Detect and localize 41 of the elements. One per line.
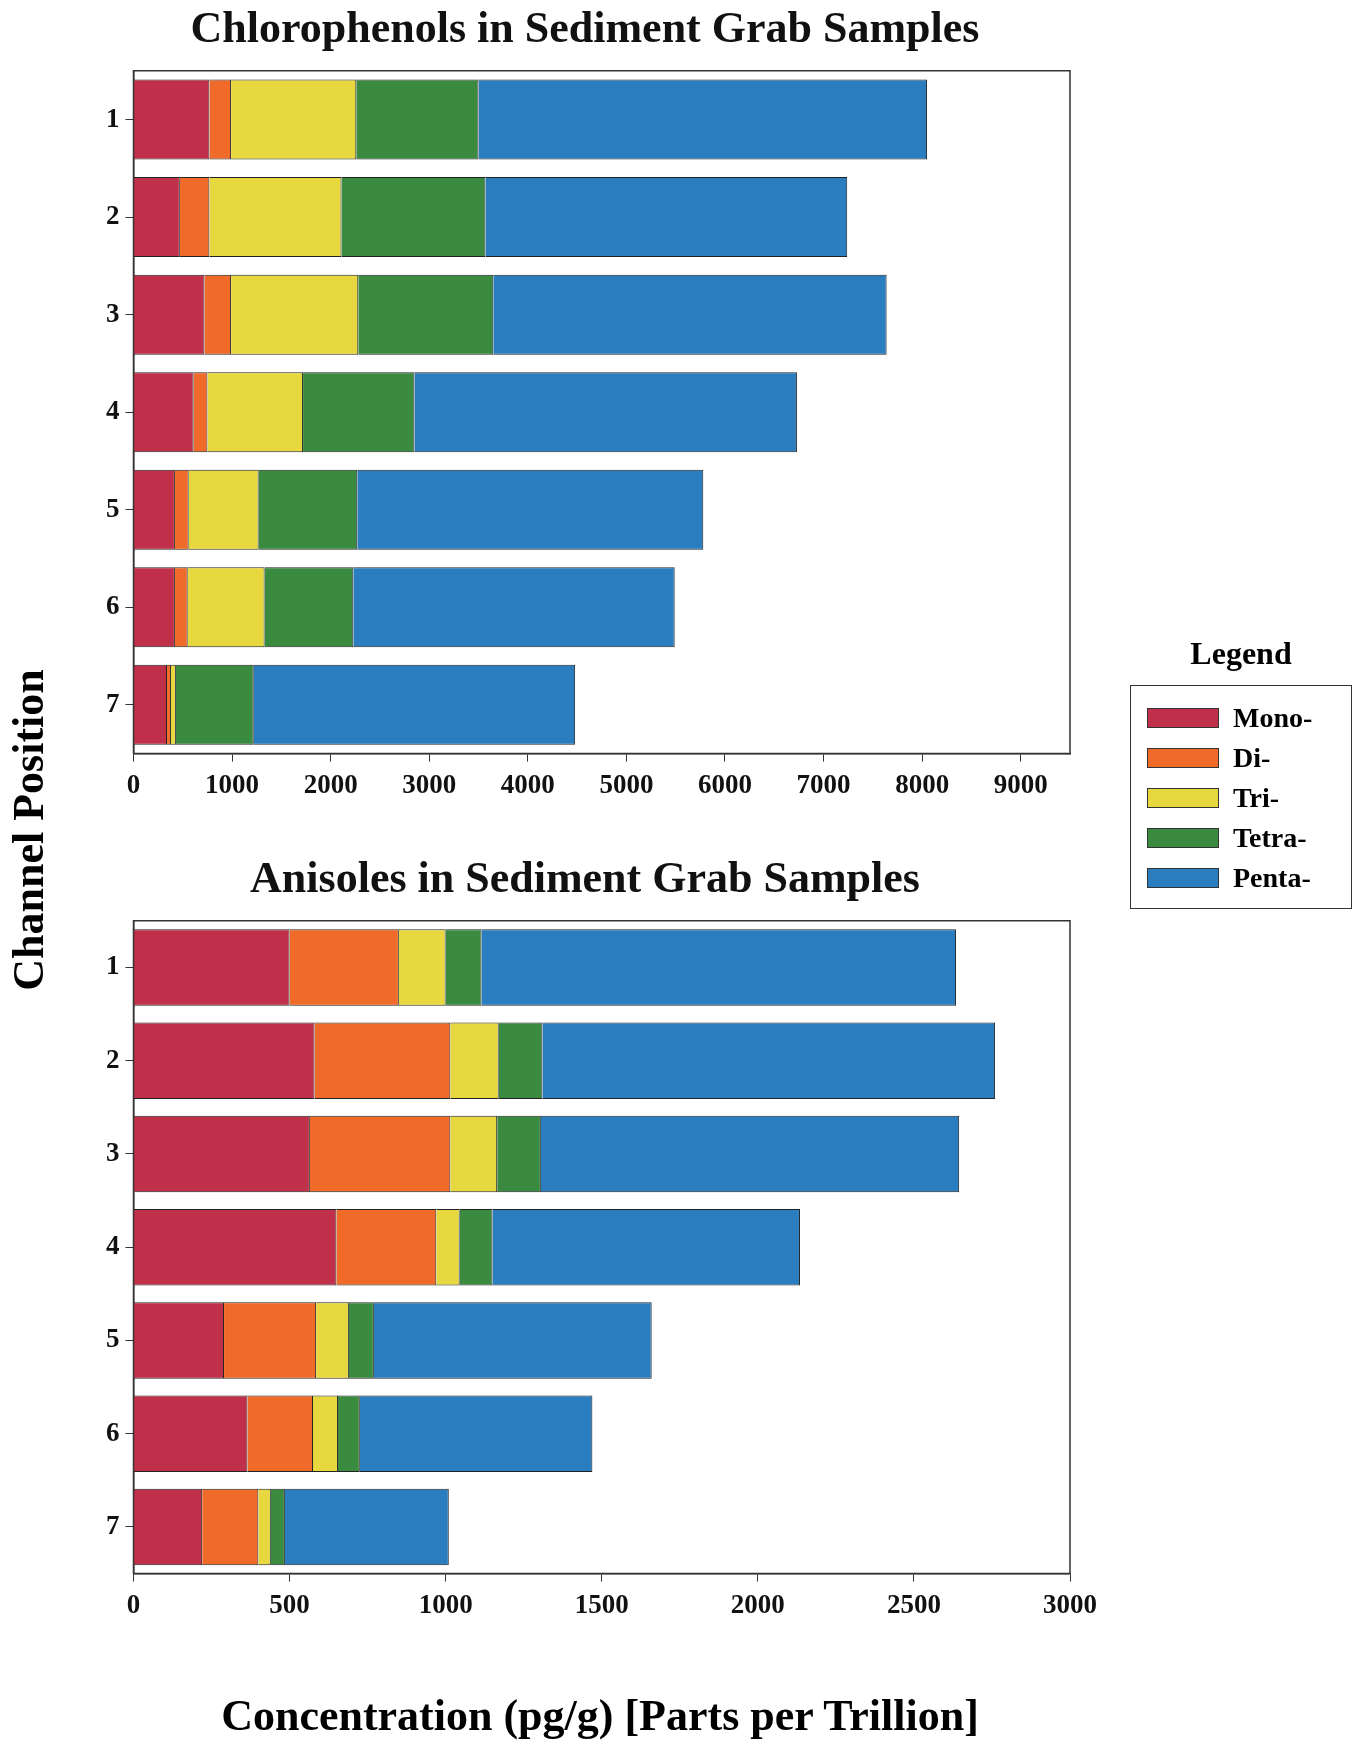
x-axis-title: Concentration (pg/g) [Parts per Trillion]	[220, 1690, 980, 1741]
legend-label: Mono-	[1233, 702, 1313, 734]
x-tick-label: 0	[126, 1588, 141, 1619]
x-tick-label: 6000	[697, 768, 752, 799]
y-tick-label: 5	[106, 1323, 120, 1354]
x-tick-label: 9000	[993, 768, 1048, 799]
chart-title: Anisoles in Sediment Grab Samples	[250, 852, 920, 902]
y-tick-label: 3	[106, 1136, 120, 1167]
y-tick-label: 1	[106, 102, 120, 133]
x-tick-label: 8000	[895, 768, 950, 799]
x-tick-label: 3000	[1043, 1588, 1097, 1619]
x-tick-label: 500	[269, 1588, 310, 1619]
x-tick-label: 2000	[730, 1588, 785, 1619]
legend-label: Penta-	[1233, 862, 1311, 894]
y-tick-label: 4	[106, 395, 120, 426]
x-tick-label: 2000	[303, 768, 358, 799]
x-tick-label: 2500	[886, 1588, 941, 1619]
y-tick-label: 2	[106, 200, 120, 231]
x-tick-label: 0	[126, 768, 141, 799]
legend-label: Tri-	[1233, 782, 1280, 814]
y-axis-title: Channel Position	[2, 669, 54, 991]
y-tick-label: 7	[106, 687, 120, 718]
legend-label: Tetra-	[1233, 822, 1307, 854]
y-tick-label: 1	[106, 950, 120, 981]
y-tick-label: 6	[106, 590, 120, 621]
chart-title: Chlorophenols in Sediment Grab Samples	[190, 2, 980, 52]
x-tick-label: 4000	[500, 768, 555, 799]
x-tick-label: 5000	[599, 768, 654, 799]
y-tick-label: 3	[106, 297, 120, 328]
y-tick-label: 4	[106, 1230, 120, 1261]
y-tick-label: 2	[106, 1043, 120, 1074]
y-tick-label: 6	[106, 1416, 120, 1447]
x-tick-label: 1000	[205, 768, 260, 799]
legend-title: Legend	[1189, 635, 1293, 672]
x-tick-label: 3000	[402, 768, 457, 799]
y-tick-label: 7	[106, 1509, 120, 1540]
y-tick-label: 5	[106, 492, 120, 523]
x-tick-label: 7000	[796, 768, 851, 799]
legend-label: Di-	[1233, 742, 1271, 774]
x-tick-label: 1500	[574, 1588, 629, 1619]
x-tick-label: 1000	[418, 1588, 473, 1619]
